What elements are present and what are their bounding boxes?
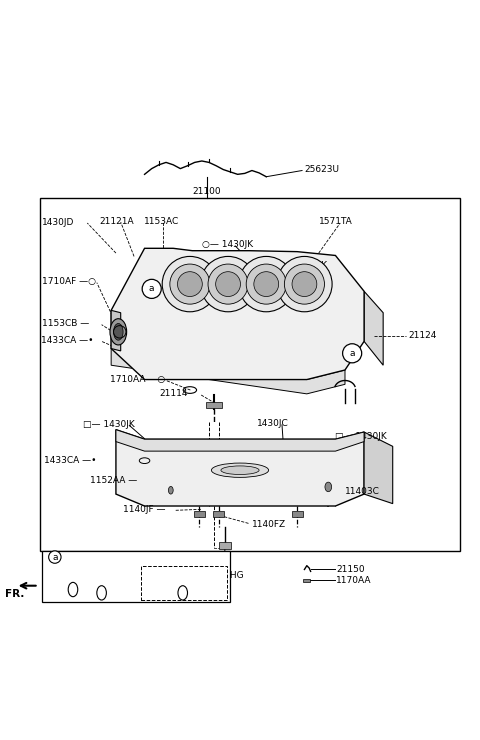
Polygon shape	[116, 430, 364, 451]
Text: 21114: 21114	[159, 389, 187, 398]
Text: 21100: 21100	[192, 186, 221, 195]
Ellipse shape	[110, 319, 127, 345]
Text: (ALT.): (ALT.)	[143, 565, 166, 574]
Text: 1710AA —○: 1710AA —○	[110, 375, 166, 384]
Text: 25623U: 25623U	[304, 165, 339, 174]
Circle shape	[178, 272, 202, 297]
Polygon shape	[111, 310, 120, 351]
Text: 1140JF —: 1140JF —	[123, 505, 166, 514]
Circle shape	[254, 272, 279, 297]
Text: □— 1430JK: □— 1430JK	[83, 420, 134, 429]
Text: ○— 1430JK: ○— 1430JK	[276, 260, 327, 269]
Bar	[194, 511, 205, 517]
Polygon shape	[111, 249, 364, 380]
Polygon shape	[111, 349, 345, 394]
Circle shape	[292, 272, 317, 297]
Text: 1430JC: 1430JC	[257, 419, 288, 428]
Bar	[291, 511, 303, 517]
Text: 1140FZ: 1140FZ	[252, 520, 286, 529]
Bar	[213, 511, 224, 517]
Bar	[218, 542, 231, 549]
Text: 1140HG: 1140HG	[207, 571, 244, 579]
Text: 1153CB —: 1153CB —	[42, 319, 89, 329]
Circle shape	[343, 344, 362, 363]
Bar	[303, 579, 310, 582]
Ellipse shape	[325, 482, 332, 491]
Circle shape	[142, 279, 161, 298]
Text: 21121A: 21121A	[99, 217, 134, 226]
Circle shape	[239, 257, 294, 312]
Circle shape	[284, 264, 324, 304]
Text: 1751GI: 1751GI	[68, 571, 98, 579]
Text: □— 1430JK: □— 1430JK	[336, 432, 387, 441]
Bar	[141, 565, 227, 600]
Circle shape	[200, 257, 256, 312]
Circle shape	[170, 264, 210, 304]
Text: a: a	[149, 284, 155, 293]
Text: 1152AA —: 1152AA —	[90, 477, 137, 485]
Polygon shape	[364, 432, 393, 504]
Circle shape	[208, 264, 248, 304]
Text: FR.: FR.	[5, 589, 24, 599]
Text: 1433CA —•: 1433CA —•	[40, 336, 93, 345]
Polygon shape	[205, 402, 222, 408]
Text: 1571TA: 1571TA	[319, 217, 352, 226]
Text: 1710AF —○: 1710AF —○	[42, 278, 96, 286]
Text: 1170AA: 1170AA	[336, 576, 372, 585]
Ellipse shape	[114, 323, 123, 340]
Text: 21150: 21150	[336, 565, 365, 574]
Ellipse shape	[211, 463, 269, 477]
Circle shape	[216, 272, 240, 297]
Text: 1433CA —•: 1433CA —•	[44, 456, 97, 465]
Bar	[42, 551, 230, 602]
Circle shape	[277, 257, 332, 312]
Text: 21133: 21133	[47, 565, 73, 574]
Text: a: a	[52, 553, 58, 562]
Text: ○— 1430JK: ○— 1430JK	[202, 240, 253, 249]
Text: 21314A: 21314A	[149, 572, 181, 581]
Circle shape	[48, 551, 61, 563]
Circle shape	[162, 257, 217, 312]
Bar	[39, 198, 459, 551]
Ellipse shape	[221, 466, 259, 474]
Polygon shape	[116, 430, 364, 506]
Text: 1430JD: 1430JD	[42, 218, 74, 226]
Ellipse shape	[168, 486, 173, 494]
Polygon shape	[364, 292, 383, 366]
Text: a: a	[349, 349, 355, 358]
Text: 21124: 21124	[408, 331, 436, 340]
Text: 11403C: 11403C	[345, 487, 380, 497]
Text: 1153AC: 1153AC	[144, 217, 179, 226]
Circle shape	[246, 264, 286, 304]
